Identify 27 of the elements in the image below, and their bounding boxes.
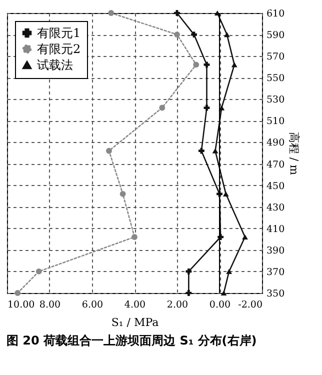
x-tick-label: 10.00 — [8, 300, 35, 310]
y-tick-label: 530 — [266, 94, 285, 106]
y-tick-label: 610 — [266, 8, 285, 20]
legend-label: 试载法 — [37, 58, 73, 72]
x-axis-title: S₁ / MPa — [111, 316, 160, 329]
x-tick-label: 0.00 — [209, 300, 231, 310]
legend-label: 有限元2 — [37, 42, 81, 56]
y-tick-label: 490 — [266, 138, 285, 149]
legend-label: 有限元1 — [37, 26, 81, 40]
x-tick-label: -2.00 — [238, 300, 262, 310]
y-tick-label: 470 — [266, 159, 285, 170]
y-tick-label: 450 — [266, 180, 285, 192]
y-tick-label: 370 — [266, 266, 285, 278]
y-tick-label: 390 — [266, 245, 285, 256]
y-tick-label: 590 — [266, 30, 285, 42]
x-tick-label: 4.00 — [124, 300, 146, 310]
text: 图 20 荷载组合一上游坝面周边 S₁ 分布(右岸) — [6, 334, 257, 348]
y-tick-label: 510 — [266, 116, 285, 128]
y-axis-title: 高程 / m — [288, 132, 301, 176]
y-tick-label: 410 — [266, 224, 285, 235]
y-tick-label: 350 — [266, 288, 285, 300]
x-tick-label: 6.00 — [82, 300, 104, 310]
y-tick-label: 430 — [266, 202, 285, 214]
y-tick-label: 570 — [266, 52, 285, 63]
x-tick-label: 8.00 — [39, 300, 61, 310]
x-tick-label: 2.00 — [166, 300, 188, 310]
y-tick-label: 550 — [266, 73, 285, 84]
